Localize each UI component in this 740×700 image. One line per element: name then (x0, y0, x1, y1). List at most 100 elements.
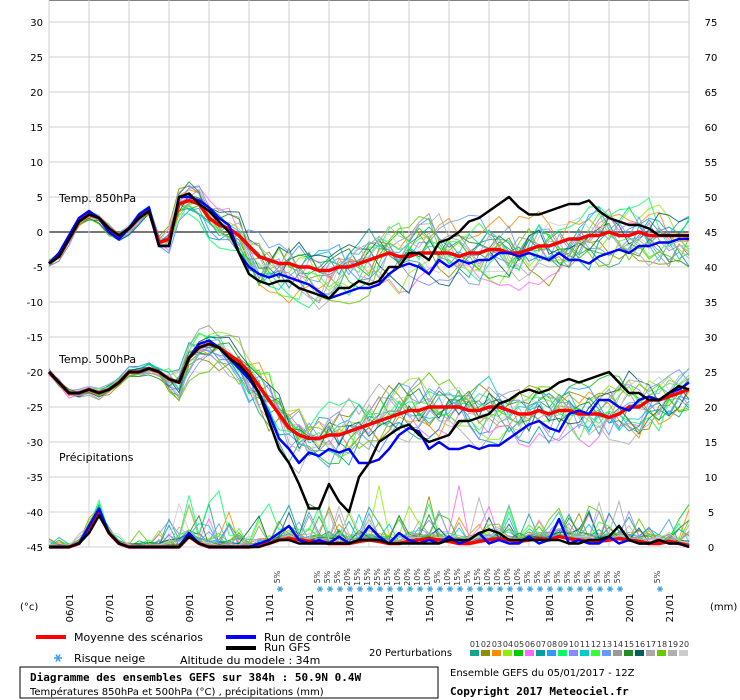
perturb-swatch (492, 650, 501, 656)
snow-risk-pct: 5% (313, 570, 322, 583)
snowflake-icon (467, 586, 473, 592)
right-tick-label: 20 (705, 403, 718, 414)
snow-risk-pct: 5% (573, 570, 582, 583)
perturb-number: 02 (481, 640, 491, 649)
snowflake-icon (547, 586, 553, 592)
legend-perturb-swatches: 01 02 03 04 05 06 07 08 09 10 11 12 13 14 15 16 17 18 19 20 (470, 640, 689, 656)
snowflake-icon (597, 586, 603, 592)
snowflake-icon (367, 586, 373, 592)
legend-gfs-label: Run GFS (264, 641, 310, 654)
snowflake-icon (587, 586, 593, 592)
perturbation-line (48, 334, 690, 444)
perturb-swatch (657, 650, 666, 656)
left-tick-label: 15 (30, 123, 43, 134)
snow-risk-pct: 10% (493, 568, 502, 586)
snowflake-icon (527, 586, 533, 592)
x-date-label: 06/01 (65, 594, 76, 623)
snowflake-icon (507, 586, 513, 592)
right-tick-label: 0 (708, 543, 714, 554)
snow-risk-pct: 5% (613, 570, 622, 583)
perturb-number: 16 (635, 640, 645, 649)
perturb-swatch (635, 650, 644, 656)
right-tick-label: 45 (705, 228, 718, 239)
legend-snow-label: Risque neige (74, 652, 145, 665)
legend-control-label: Run de contrôle (264, 631, 351, 644)
left-tick-label: -40 (27, 508, 43, 519)
perturb-swatch (668, 650, 677, 656)
snow-risk-pct: 5% (593, 570, 602, 583)
snow-risk-pct: 10% (423, 568, 432, 586)
perturb-number: 17 (646, 640, 656, 649)
x-date-label: 12/01 (305, 594, 316, 623)
snow-risk-pct: 5% (563, 570, 572, 583)
perturb-swatch (558, 650, 567, 656)
snowflake-icon (607, 586, 613, 592)
x-date-label: 14/01 (385, 594, 396, 623)
perturb-number: 04 (503, 640, 513, 649)
snowflake-icon (617, 586, 623, 592)
left-tick-label: 30 (30, 18, 43, 29)
right-tick-label: 75 (705, 18, 718, 29)
right-tick-label: 50 (705, 193, 718, 204)
label-t500: Temp. 500hPa (58, 353, 136, 366)
x-date-label: 17/01 (505, 594, 516, 623)
altitude-label: Altitude du modele : 34m (180, 654, 320, 667)
right-tick-label: 55 (705, 158, 718, 169)
perturb-swatch (514, 650, 523, 656)
right-tick-label: 40 (705, 263, 718, 274)
perturb-number: 19 (668, 640, 678, 649)
snowflake-icon (427, 586, 433, 592)
series-line-precip (49, 514, 690, 549)
snow-risk-pct: 15% (453, 568, 462, 586)
snow-risk-pct: 5% (273, 570, 282, 583)
snowflake-icon (537, 586, 543, 592)
snow-risk-pct: 5% (653, 570, 662, 583)
right-tick-label: 35 (705, 298, 718, 309)
title-box (19, 666, 439, 699)
perturb-swatch (602, 650, 611, 656)
x-date-label: 20/01 (625, 594, 636, 623)
perturb-number: 09 (558, 640, 568, 649)
x-date-label: 21/01 (665, 594, 676, 623)
left-tick-label: 5 (37, 193, 43, 204)
legend-perturb-label: 20 Perturbations (369, 648, 452, 659)
snow-risk-pct: 5% (333, 570, 342, 583)
snow-risk-row: 5% 5% 5% 5% 20% 15% 15% 25% 15% 10% 20% 10% 10% 5% 10%… (273, 568, 663, 592)
x-date-label: 07/01 (105, 594, 116, 623)
series-line-t850 (48, 192, 689, 300)
perturb-number: 01 (470, 640, 480, 649)
snowflake-icon (387, 586, 393, 592)
perturb-number: 15 (624, 640, 634, 649)
run-info: Ensemble GEFS du 05/01/2017 - 12Z (450, 668, 635, 679)
left-tick-label: 25 (30, 53, 43, 64)
left-tick-label: -20 (27, 368, 43, 379)
snow-risk-pct: 10% (513, 568, 522, 586)
x-date-label: 10/01 (225, 594, 236, 623)
perturb-swatch (591, 650, 600, 656)
perturb-swatch (470, 650, 479, 656)
snowflake-icon (457, 586, 463, 592)
perturb-swatch (679, 650, 688, 656)
snow-risk-pct: 5% (433, 570, 442, 583)
snowflake-icon (277, 586, 283, 592)
left-unit-label: (°c) (20, 602, 38, 613)
label-precip: Précipitations (59, 451, 134, 464)
snowflake-icon (487, 586, 493, 592)
series-line-t500 (48, 342, 690, 514)
snow-risk-pct: 5% (553, 570, 562, 583)
snow-risk-pct: 20% (403, 568, 412, 586)
snow-risk-pct: 25% (373, 568, 382, 586)
snowflake-icon (557, 586, 563, 592)
snowflake-icon (54, 654, 62, 662)
snow-risk-pct: 15% (353, 568, 362, 586)
snow-risk-pct: 15% (363, 568, 372, 586)
perturb-number: 14 (613, 640, 623, 649)
snowflake-icon (567, 586, 573, 592)
left-tick-label: -25 (27, 403, 43, 414)
snow-risk-pct: 5% (523, 570, 532, 583)
right-tick-label: 15 (705, 438, 718, 449)
x-date-label: 11/01 (265, 594, 276, 623)
